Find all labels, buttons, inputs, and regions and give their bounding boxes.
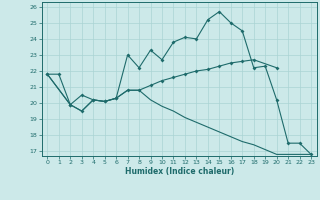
X-axis label: Humidex (Indice chaleur): Humidex (Indice chaleur) [124, 167, 234, 176]
